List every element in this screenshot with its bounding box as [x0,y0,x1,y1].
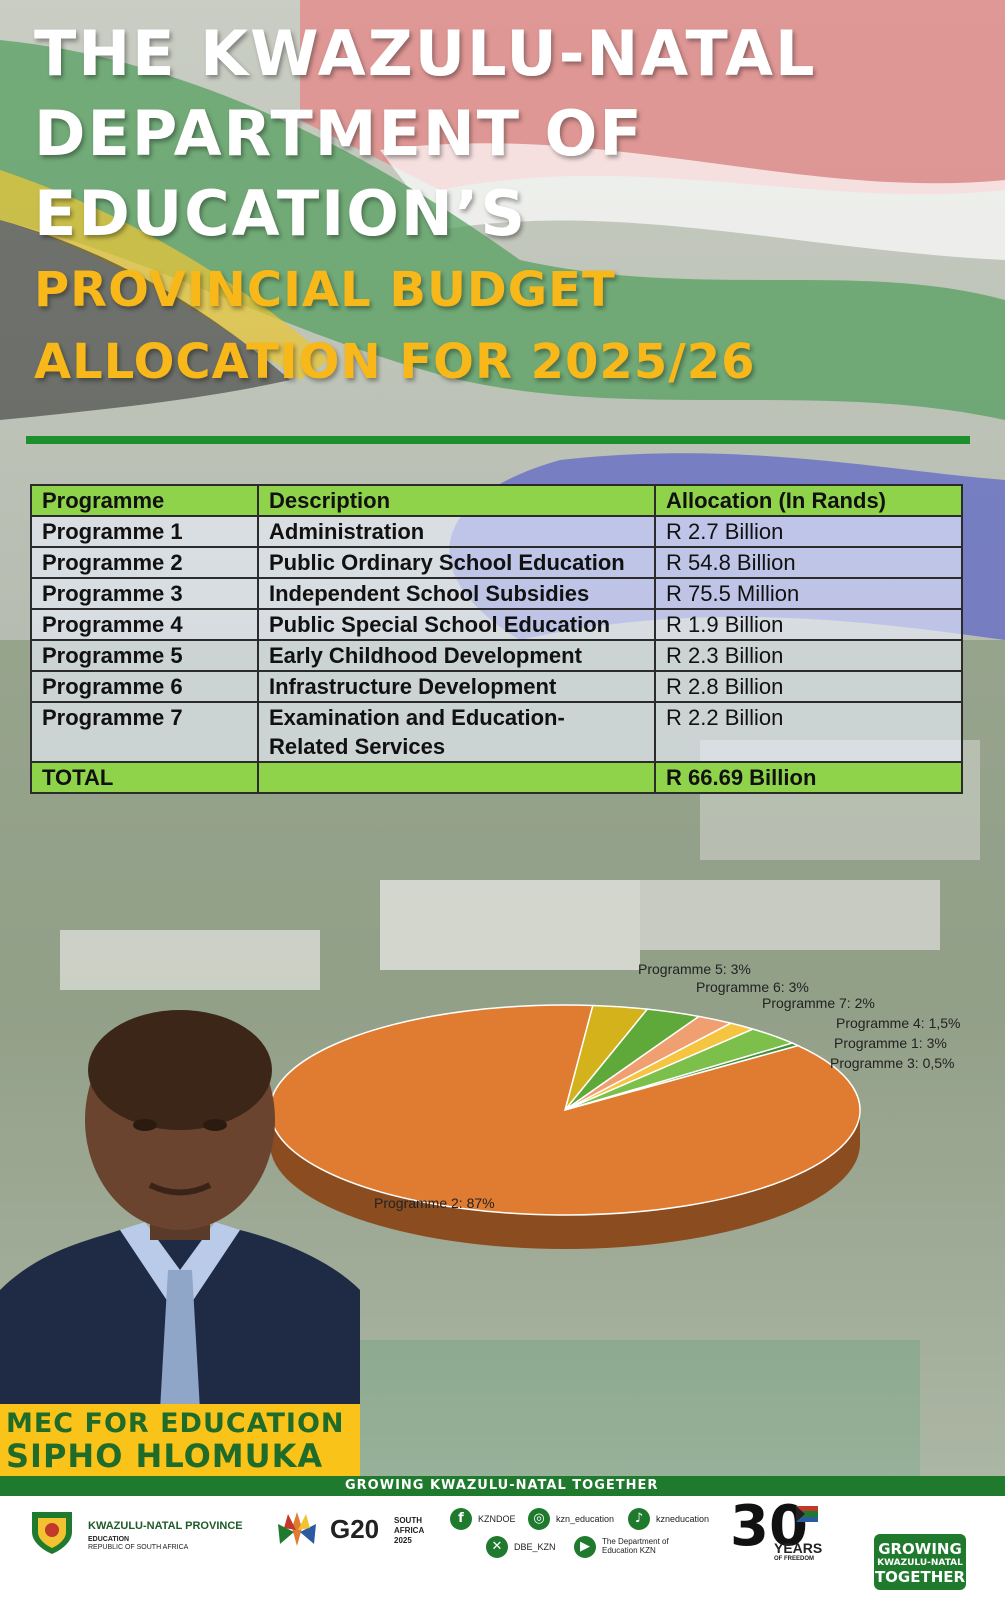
footer-dept: EDUCATION [88,1536,130,1543]
table-row: Programme 5 Early Childhood Development … [30,639,963,672]
total-label: TOTAL [30,761,259,794]
headline-line-1: THE KWAZULU-NATAL [34,17,817,90]
instagram-icon[interactable]: ◎ [528,1508,550,1530]
description-cell: Infrastructure Development [257,670,656,703]
g20-sub1: SOUTH [394,1516,422,1525]
pie-label-programme-5: Programme 5: 3% [638,961,751,977]
description-cell: Public Special School Education [257,608,656,641]
tiktok-handle[interactable]: kzneducation [656,1514,710,1524]
flag-green-band [0,40,1005,420]
pie-label-programme-6: Programme 6: 3% [696,979,809,995]
table-row: Programme 2 Public Ordinary School Educa… [30,546,963,579]
description-cell: Administration [257,515,656,548]
total-value: R 66.69 Billion [654,761,963,794]
programme-cell: Programme 3 [30,577,259,610]
programme-cell: Programme 4 [30,608,259,641]
description-cell: Public Ordinary School Education [257,546,656,579]
pie-label-programme-4: Programme 4: 1,5% [836,1015,961,1031]
pie-side-programme-2 [270,1110,860,1249]
footer-province: KWAZULU-NATAL PROVINCE [88,1520,243,1532]
badge-line-3: TOGETHER [874,1568,966,1586]
g20-emblem-icon [278,1512,316,1546]
allocation-cell: R 75.5 Million [654,577,963,610]
total-empty-cell [257,761,656,794]
freedom-years-sub: OF FREEDOM [774,1556,814,1562]
pie-label-programme-1: Programme 1: 3% [834,1035,947,1051]
description-cell: Independent School Subsidies [257,577,656,610]
programme-cell: Programme 7 [30,701,259,763]
pie-svg: Programme 2: 87% Programme 5: 3% Programme… [269,961,961,1249]
youtube-line-2[interactable]: Education KZN [602,1546,656,1555]
headline-line-3: EDUCATION’S [34,177,527,250]
allocation-cell: R 2.7 Billion [654,515,963,548]
youtube-line-1[interactable]: The Department of [602,1537,669,1546]
footer-republic: REPUBLIC OF SOUTH AFRICA [88,1544,189,1551]
allocation-cell: R 2.3 Billion [654,639,963,672]
mec-name: SIPHO HLOMUKA [6,1437,324,1475]
slogan-text: GROWING KWAZULU-NATAL TOGETHER [345,1478,659,1493]
x-icon[interactable]: ✕ [486,1536,508,1558]
description-cell: Examination and Education-Related Servic… [257,701,656,763]
header-programme: Programme [30,484,259,517]
flag-black-triangle [0,220,290,420]
facebook-icon[interactable]: f [450,1508,472,1530]
header-description: Description [257,484,656,517]
flag-white-band [380,143,1005,260]
flag-yellow-band [0,170,330,380]
badge-line-1: GROWING [878,1540,962,1558]
headline-line-4: PROVINCIAL BUDGET [34,262,616,318]
table-header-row: Programme Description Allocation (In Ran… [30,484,963,517]
tiktok-icon[interactable]: ♪ [628,1508,650,1530]
pie-label-programme-7: Programme 7: 2% [762,995,875,1011]
allocation-cell: R 2.2 Billion [654,701,963,763]
programme-cell: Programme 2 [30,546,259,579]
mec-title: MEC FOR EDUCATION [6,1408,345,1439]
table-total-row: TOTAL R 66.69 Billion [30,761,963,794]
x-handle[interactable]: DBE_KZN [514,1542,556,1552]
table-row: Programme 6 Infrastructure Development R… [30,670,963,703]
youtube-icon[interactable]: ▶ [574,1536,596,1558]
headline-line-2: DEPARTMENT OF [34,97,644,170]
kzn-coat-of-arms-icon [32,1512,72,1554]
programme-cell: Programme 1 [30,515,259,548]
table-row: Programme 1 Administration R 2.7 Billion [30,515,963,548]
headline-line-5: ALLOCATION FOR 2025/26 [34,334,756,390]
freedom-years-text: YEARS [774,1540,823,1556]
pie-slice-programme-2 [269,1004,861,1216]
programme-cell: Programme 5 [30,639,259,672]
table-row: Programme 3 Independent School Subsidies… [30,577,963,610]
g20-label: G20 [330,1514,380,1544]
programme-cell: Programme 6 [30,670,259,703]
freedom-years-number: 30 [730,1494,808,1559]
facebook-handle[interactable]: KZNDOE [478,1514,516,1524]
instagram-handle[interactable]: kzn_education [556,1514,615,1524]
headline: THE KWAZULU-NATAL DEPARTMENT OF EDUCATIO… [34,14,974,398]
mec-portrait [0,1010,360,1410]
pie-label-programme-2: Programme 2: 87% [374,1195,495,1211]
badge-line-2: KWAZULU-NATAL [877,1558,963,1568]
allocation-cell: R 1.9 Billion [654,608,963,641]
divider-rule [26,436,970,444]
budget-pie-chart: Programme 2: 87% Programme 5: 3% Programme… [240,940,1005,1370]
sa-flag-icon [796,1506,818,1522]
table-row: Programme 7 Examination and Education-Re… [30,701,963,763]
growing-together-badge: GROWING KWAZULU-NATAL TOGETHER [874,1534,966,1590]
mec-banner [0,1404,360,1480]
allocation-cell: R 54.8 Billion [654,546,963,579]
table-row: Programme 4 Public Special School Educat… [30,608,963,641]
description-cell: Early Childhood Development [257,639,656,672]
header-allocation: Allocation (In Rands) [654,484,963,517]
footer-logos: KWAZULU-NATAL PROVINCE EDUCATION REPUBLI… [0,1494,1005,1600]
slogan-strip [0,1476,1005,1496]
g20-sub2: AFRICA [394,1526,425,1535]
g20-year: 2025 [394,1536,412,1545]
pie-label-programme-3: Programme 3: 0,5% [830,1055,955,1071]
allocation-cell: R 2.8 Billion [654,670,963,703]
budget-table: Programme Description Allocation (In Ran… [30,484,963,794]
